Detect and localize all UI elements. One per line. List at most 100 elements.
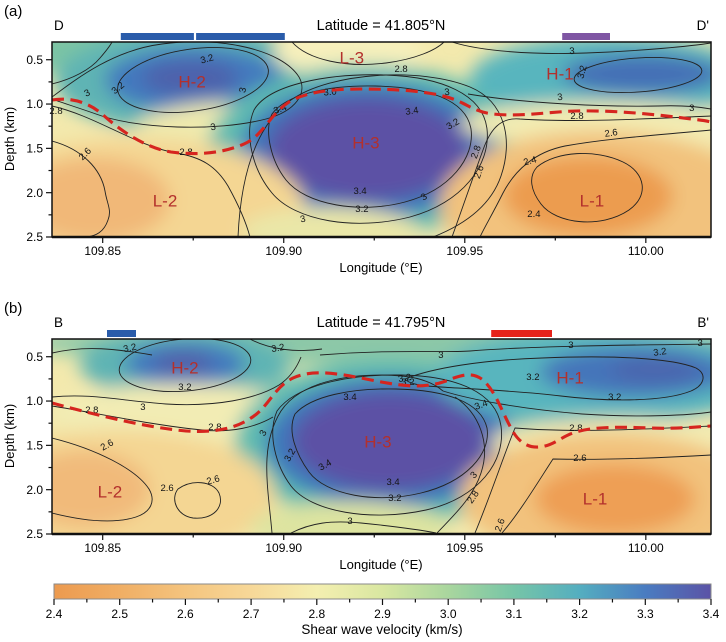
velocity-field	[52, 42, 711, 237]
contour-label: 3	[299, 214, 306, 226]
section-marker-bar	[562, 33, 610, 40]
colorbar-tick-label: 3.1	[506, 607, 523, 621]
colorbar-tick-label: 2.5	[111, 607, 128, 621]
anomaly-label-h-2: H-2	[171, 359, 198, 378]
contour-label: 3.4	[353, 186, 366, 197]
section-endpoint-right: B'	[697, 315, 709, 330]
contour-label: 2.8	[570, 111, 583, 122]
contour-label: 3.4	[473, 398, 489, 413]
colorbar-tick-label: 2.6	[177, 607, 194, 621]
anomaly-label-h-1: H-1	[546, 65, 573, 84]
contour-label: 3.2	[388, 493, 401, 504]
contour-label: 3.4	[386, 477, 399, 488]
section-marker-bar	[196, 33, 285, 40]
contour-label: 2.8	[569, 423, 582, 434]
contour-label: 2.6	[604, 127, 619, 140]
colorbar-tick-label: 3.0	[440, 607, 457, 621]
contour-label: 3.2	[178, 382, 191, 393]
contour-label: 3	[438, 350, 443, 361]
contour-label: 2.8	[85, 405, 98, 416]
contour-label: 2.8	[208, 422, 221, 433]
contour-label: 3.2	[526, 372, 539, 383]
anomaly-labels: H-2 L-3 H-1 H-3 L-2 L-1	[153, 49, 604, 211]
contour-label: 3.2	[608, 392, 621, 403]
contour-label: 3	[697, 338, 702, 349]
panel-tag: (a)	[4, 3, 22, 20]
colorbar-tick-label: 2.4	[46, 607, 63, 621]
anomaly-label-l-1: L-1	[580, 192, 605, 211]
y-tick-label: 0.5	[26, 53, 43, 67]
contour-label: 3	[557, 92, 564, 104]
panel-title: Latitude = 41.805°N	[317, 18, 446, 34]
x-tick-label: 110.00	[628, 541, 664, 555]
y-tick-label: 0.5	[26, 350, 43, 364]
colorbar-tick-label: 2.8	[308, 607, 325, 621]
axis-ticks: 109.85 109.90 109.95 110.00 0.5 1.0 1.5 2.0 2.5	[26, 350, 664, 555]
section-endpoint-right: D'	[697, 18, 709, 33]
contour-label: 3	[568, 340, 573, 351]
x-axis-label: Longitude (°E)	[339, 557, 422, 572]
section-endpoint-left: D	[54, 18, 64, 33]
contour-label: 3.4	[343, 392, 356, 403]
y-axis-label: Depth (km)	[2, 107, 17, 171]
panel-a: (a) D D' Latitude = 41.805°N	[2, 3, 712, 275]
colorbar-label: Shear wave velocity (km/s)	[301, 622, 462, 637]
y-tick-label: 1.5	[26, 142, 43, 156]
section-marker-bar	[107, 330, 136, 337]
anomaly-label-h-1: H-1	[556, 369, 583, 388]
colorbar: 2.4 2.5 2.6 2.7 2.8 2.9 3.0 3.1 3.2 3.3 3.4 Shear …	[46, 583, 720, 637]
anomaly-label-l-2: L-2	[98, 483, 123, 502]
y-tick-label: 1.0	[26, 394, 43, 408]
interface-dashed-line	[52, 87, 711, 156]
anomaly-label-l-3: L-3	[340, 49, 365, 68]
contour-lines	[52, 339, 711, 534]
section-marker-bars	[107, 330, 552, 337]
contour-labels: 3.2 3.2 3 2.8 2.8 3.2 3 3.2 3 3 3.2 3.2 3.2 3.4 3.4 3.2…	[85, 338, 703, 533]
x-tick-label: 109.95	[446, 541, 483, 555]
colorbar-tick-label: 2.7	[243, 607, 260, 621]
contour-label: 3.2	[653, 346, 668, 359]
anomaly-label-h-2: H-2	[178, 73, 205, 92]
contour-label: 3.2	[397, 372, 412, 385]
y-tick-label: 2.0	[26, 483, 43, 497]
contour-label: 2.8	[469, 144, 484, 160]
contour-label: 2.6	[160, 483, 173, 494]
colorbar-tick-label: 3.2	[571, 607, 588, 621]
contour-label: 3	[347, 516, 352, 527]
contour-lines	[52, 42, 711, 237]
section-marker-bar	[120, 33, 194, 40]
contour-label: 2.6	[205, 473, 221, 487]
contour-label: 2.8	[49, 106, 62, 117]
section-marker-bars	[120, 33, 610, 40]
contour-label: 3	[237, 86, 249, 93]
contour-label: 3.2	[401, 377, 414, 388]
x-tick-label: 109.90	[265, 244, 302, 258]
panel-tag: (b)	[4, 300, 22, 317]
contour-label: 3.2	[122, 342, 137, 356]
x-tick-label: 109.90	[265, 541, 302, 555]
colorbar-tick-label: 3.4	[703, 607, 720, 621]
y-tick-label: 1.5	[26, 439, 43, 453]
x-tick-label: 109.85	[84, 244, 121, 258]
colorbar-tick-label: 3.3	[637, 607, 654, 621]
anomaly-labels: H-2 H-1 H-3 L-2 L-1	[98, 359, 608, 509]
contour-label: 2.6	[493, 517, 508, 533]
x-tick-label: 109.95	[446, 244, 483, 258]
contour-label: 3	[419, 191, 430, 203]
contour-label: 3	[210, 122, 217, 134]
y-tick-label: 2.5	[26, 230, 43, 244]
contour-label: 3	[140, 402, 145, 413]
y-tick-label: 1.0	[26, 97, 43, 111]
contour-label: 3	[569, 46, 575, 57]
anomaly-label-h-3: H-3	[352, 134, 379, 153]
velocity-field	[52, 339, 711, 534]
contour-label: 3	[689, 103, 694, 114]
contour-label: 3	[83, 87, 92, 99]
x-tick-label: 109.85	[84, 541, 121, 555]
colorbar-gradient	[53, 583, 712, 600]
anomaly-label-h-3: H-3	[364, 433, 391, 452]
contour-label: 2.6	[472, 164, 487, 180]
colorbar-ticks: 2.4 2.5 2.6 2.7 2.8 2.9 3.0 3.1 3.2 3.3 3.4	[46, 599, 720, 621]
anomaly-label-l-1: L-1	[583, 490, 608, 509]
y-tick-label: 2.5	[26, 527, 43, 541]
